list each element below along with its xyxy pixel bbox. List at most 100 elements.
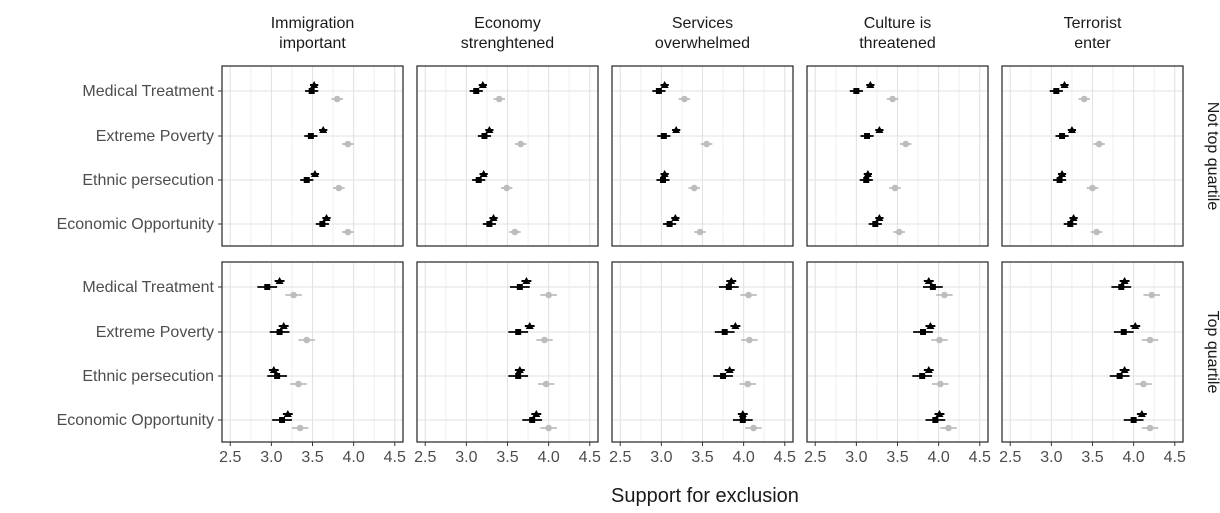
x-tick-label: 4.5: [774, 449, 796, 466]
point-triangle: [875, 214, 884, 221]
point-triangle: [1120, 277, 1129, 284]
point-circle: [744, 380, 752, 388]
y-tick-label: Medical Treatment: [82, 279, 214, 296]
point-triangle: [479, 170, 488, 177]
point-square: [932, 417, 939, 423]
x-tick-label: 3.5: [301, 449, 323, 466]
point-circle: [333, 95, 341, 103]
point-triangle: [924, 277, 933, 284]
x-tick-label: 2.5: [219, 449, 241, 466]
facet-column-label-line: enter: [1074, 35, 1111, 52]
point-triangle: [660, 170, 669, 177]
x-tick-label: 3.0: [260, 449, 282, 466]
point-square: [863, 177, 870, 183]
x-tick-label: 2.5: [414, 449, 436, 466]
point-circle: [936, 380, 944, 388]
point-circle: [545, 424, 552, 432]
facet-panel: [1001, 65, 1184, 247]
point-circle: [503, 184, 510, 192]
point-triangle: [727, 277, 736, 284]
x-tick-label: 4.0: [343, 449, 365, 466]
point-circle: [945, 424, 952, 432]
x-tick-label: 2.5: [804, 449, 826, 466]
point-square: [1130, 417, 1137, 423]
facet-panel: [806, 65, 989, 247]
point-triangle: [279, 322, 288, 329]
point-square: [303, 177, 310, 183]
x-tick-label: 3.5: [496, 449, 518, 466]
point-square: [274, 373, 281, 379]
point-square: [264, 284, 271, 290]
point-square: [660, 177, 667, 183]
x-tick-label: 3.5: [886, 449, 908, 466]
point-square: [853, 88, 860, 94]
y-tick-label: Economic Opportunity: [57, 412, 214, 429]
x-tick-label: 4.0: [733, 449, 755, 466]
point-triangle: [322, 214, 331, 221]
x-tick-label: 3.0: [650, 449, 672, 466]
point-square: [515, 373, 522, 379]
x-tick-label: 2.5: [999, 449, 1021, 466]
panel-border: [806, 65, 989, 247]
point-triangle: [1060, 81, 1069, 88]
x-tick-label: 4.0: [1123, 449, 1145, 466]
facet-panel: [611, 261, 794, 443]
point-square: [307, 133, 314, 139]
facet-column-label: Culture is threatened: [859, 15, 936, 52]
facet-column-label-line: Immigration: [271, 15, 355, 32]
point-square: [655, 88, 662, 94]
point-circle: [303, 336, 311, 344]
point-square: [660, 133, 667, 139]
point-circle: [891, 184, 899, 192]
panel-border: [1001, 65, 1184, 247]
facet-panel: [221, 65, 404, 247]
point-square: [919, 373, 926, 379]
facet-column-label: Services overwhelmed: [655, 15, 750, 52]
facet-column-label-line: important: [279, 35, 346, 52]
x-tick-label: 4.5: [579, 449, 601, 466]
point-triangle: [1058, 170, 1067, 177]
point-triangle: [875, 126, 884, 133]
point-triangle: [935, 410, 944, 417]
point-circle: [1140, 380, 1147, 388]
point-triangle: [671, 214, 680, 221]
facet-row-label: Not top quartile: [1204, 102, 1220, 211]
point-circle: [889, 95, 896, 103]
y-tick-label: Economic Opportunity: [57, 216, 214, 233]
point-circle: [541, 336, 548, 344]
point-square: [872, 221, 879, 227]
point-circle: [542, 380, 550, 388]
point-square: [929, 284, 936, 290]
point-triangle: [478, 81, 487, 88]
point-circle: [745, 291, 752, 299]
point-square: [864, 133, 871, 139]
point-square: [1120, 329, 1127, 335]
point-triangle: [522, 277, 531, 284]
point-circle: [681, 95, 688, 103]
point-square: [475, 177, 482, 183]
point-circle: [495, 95, 503, 103]
facet-panel: [416, 261, 599, 443]
point-square: [920, 329, 927, 335]
point-triangle: [525, 322, 534, 329]
point-triangle: [672, 126, 681, 133]
facet-column-label: Economy strenghtened: [461, 15, 554, 52]
point-triangle: [1069, 214, 1078, 221]
x-tick-label: 2.5: [609, 449, 631, 466]
point-square: [481, 133, 488, 139]
point-square: [279, 417, 286, 423]
point-square: [739, 417, 746, 423]
point-circle: [517, 140, 524, 148]
point-square: [720, 373, 727, 379]
point-square: [473, 88, 480, 94]
point-triangle: [1131, 322, 1140, 329]
y-tick-label: Extreme Poverty: [96, 128, 214, 145]
facet-column-label-line: Economy: [474, 15, 541, 32]
point-circle: [344, 140, 352, 148]
panel-border: [416, 65, 599, 247]
facet-column-label-line: Culture is: [864, 15, 932, 32]
point-square: [1067, 221, 1074, 227]
point-triangle: [515, 366, 524, 373]
x-tick-label: 4.0: [538, 449, 560, 466]
x-tick-label: 3.0: [1040, 449, 1062, 466]
